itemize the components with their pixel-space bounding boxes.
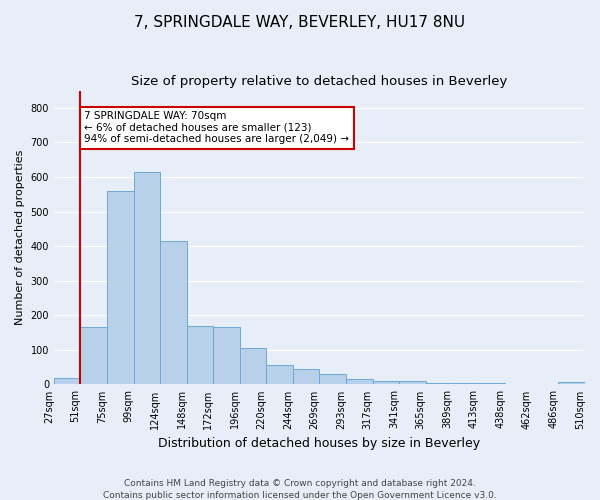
Text: 7, SPRINGDALE WAY, BEVERLEY, HU17 8NU: 7, SPRINGDALE WAY, BEVERLEY, HU17 8NU — [134, 15, 466, 30]
Bar — [479, 382, 505, 384]
Bar — [187, 326, 213, 384]
Bar — [559, 382, 585, 384]
Bar — [266, 366, 293, 384]
Bar — [107, 191, 134, 384]
Text: Contains HM Land Registry data © Crown copyright and database right 2024.
Contai: Contains HM Land Registry data © Crown c… — [103, 478, 497, 500]
Y-axis label: Number of detached properties: Number of detached properties — [15, 150, 25, 325]
Bar — [452, 382, 479, 384]
Bar — [346, 379, 373, 384]
Bar — [160, 241, 187, 384]
Bar — [54, 378, 80, 384]
Title: Size of property relative to detached houses in Beverley: Size of property relative to detached ho… — [131, 75, 508, 88]
Bar — [293, 369, 319, 384]
Bar — [319, 374, 346, 384]
Bar — [240, 348, 266, 385]
Text: 7 SPRINGDALE WAY: 70sqm
← 6% of detached houses are smaller (123)
94% of semi-de: 7 SPRINGDALE WAY: 70sqm ← 6% of detached… — [85, 112, 349, 144]
Bar — [373, 381, 399, 384]
Bar — [213, 328, 240, 384]
Bar — [134, 172, 160, 384]
Bar — [80, 328, 107, 384]
Bar — [425, 382, 452, 384]
X-axis label: Distribution of detached houses by size in Beverley: Distribution of detached houses by size … — [158, 437, 481, 450]
Bar — [399, 381, 425, 384]
